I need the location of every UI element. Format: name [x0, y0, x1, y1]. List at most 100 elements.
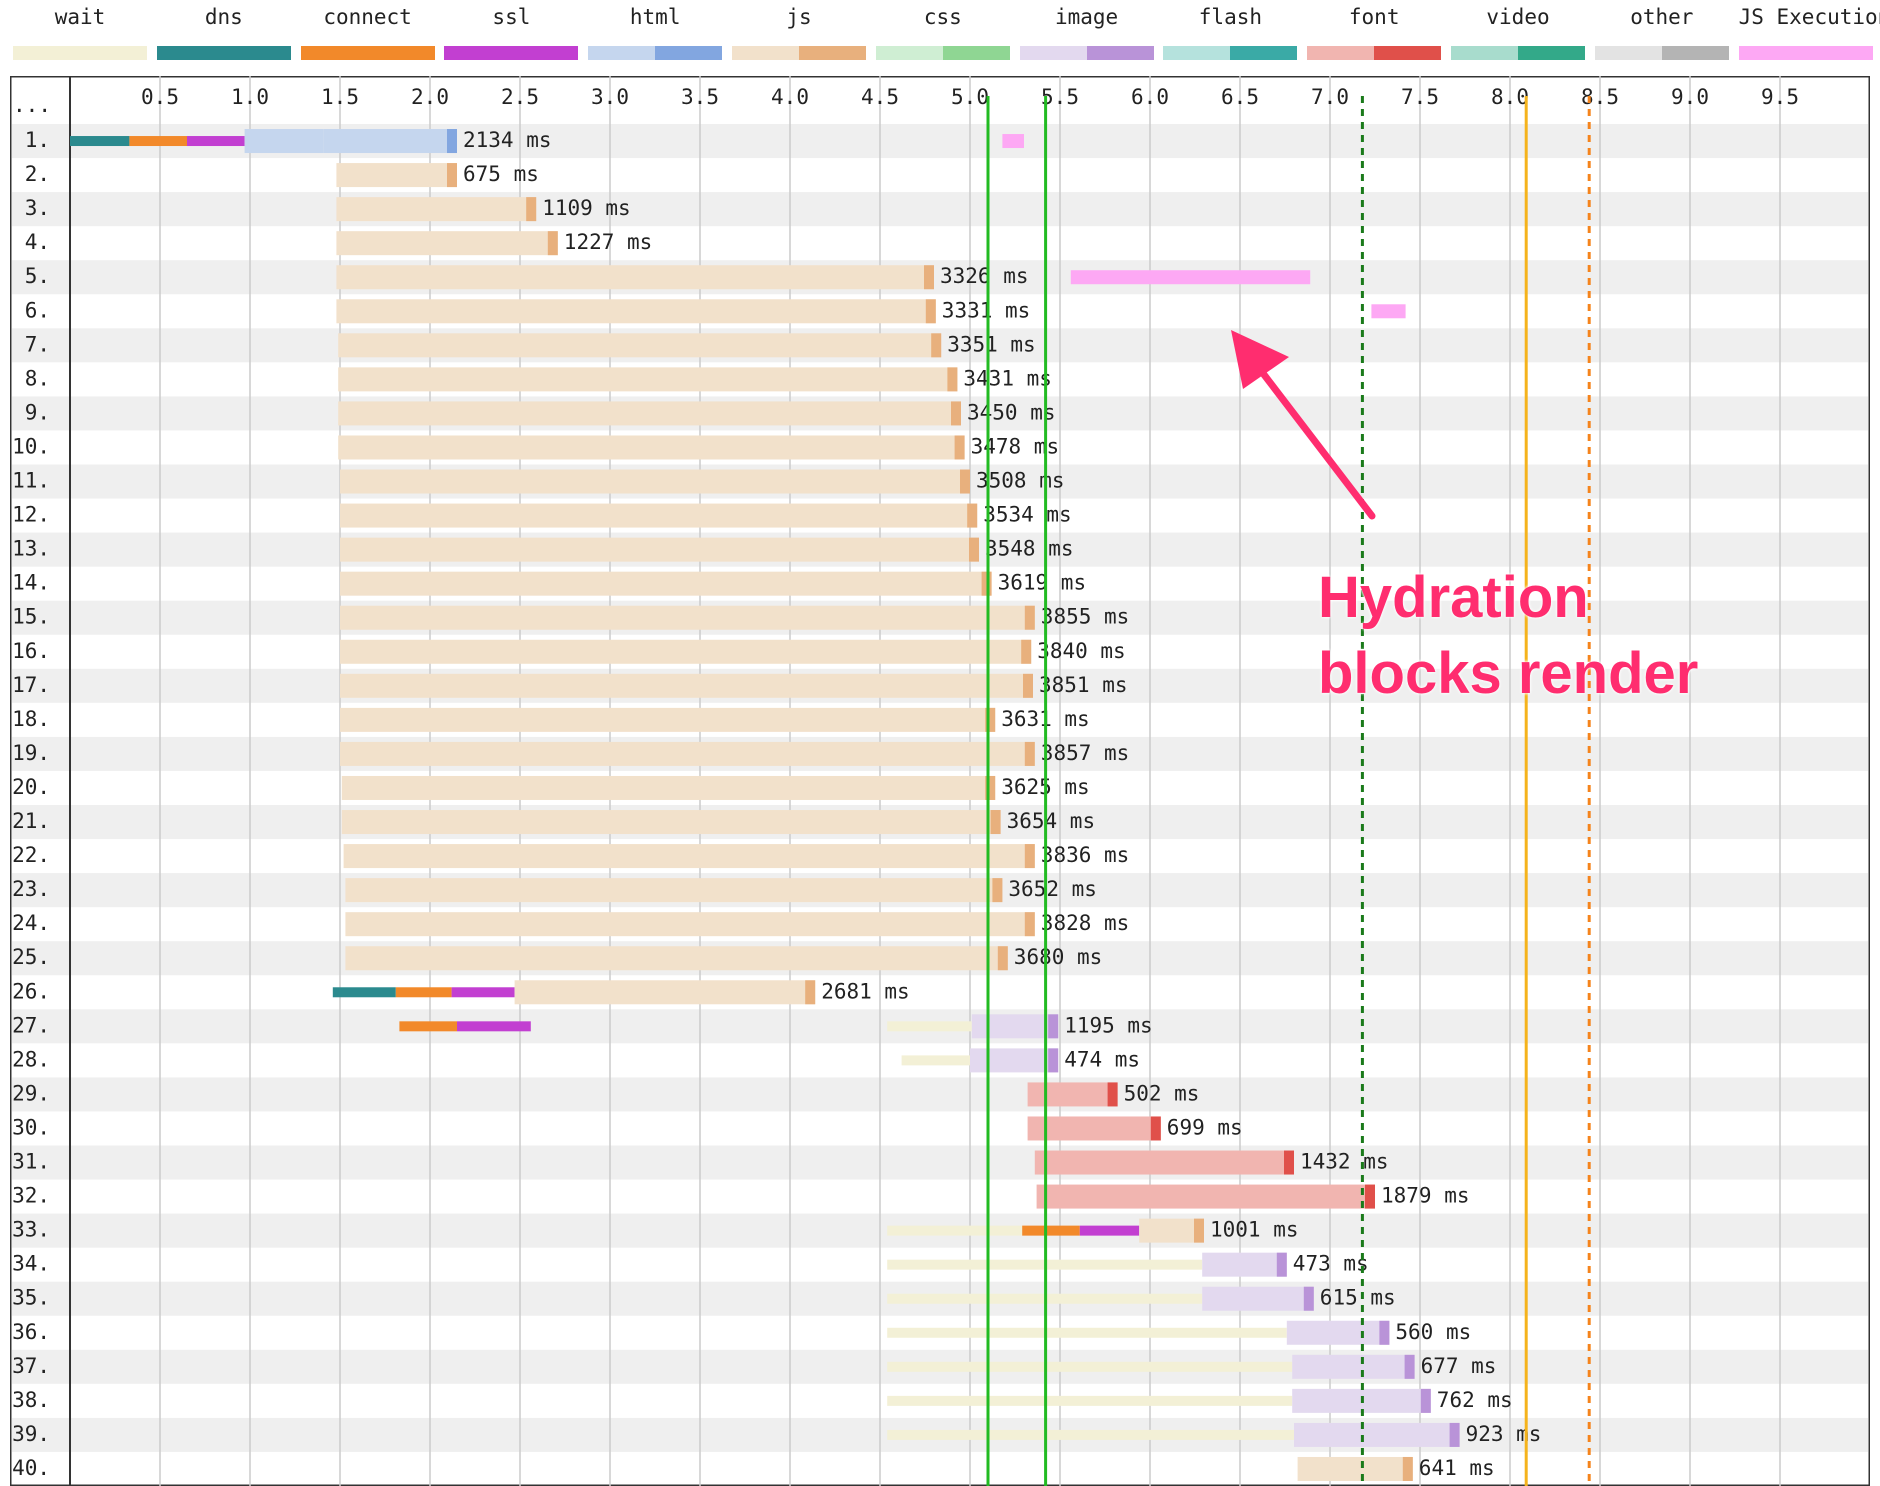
- js-execution-mark: [1070, 270, 1311, 285]
- legend-label: html: [629, 5, 681, 29]
- legend-swatch: [1019, 46, 1154, 60]
- duration-label: 762 ms: [1437, 1388, 1513, 1412]
- request-bar: [514, 980, 816, 1005]
- request-bar: [970, 1048, 1059, 1073]
- request-bar: [971, 1014, 1059, 1039]
- request-bar: [340, 741, 1035, 766]
- connect-segment: [395, 987, 452, 998]
- annotation-text: Hydration blocks render: [1318, 560, 1738, 712]
- ttfb-segment: [244, 129, 324, 154]
- legend-label: dns: [204, 5, 243, 29]
- duration-label: 3836 ms: [1041, 843, 1130, 867]
- download-segment: [547, 231, 558, 256]
- row-number: 2.: [25, 162, 50, 186]
- row-number: 19.: [12, 741, 50, 765]
- legend-label: connect: [323, 5, 412, 29]
- waterfall-chart: 0.5 1.0 1.5 2.0 2.5 3.0 3.5 4.0 4.5 5.0 5.5 6.0 6.5 7…: [10, 76, 1870, 1486]
- connect-segment: [1022, 1225, 1080, 1236]
- legend-label: JS Execution: [1738, 5, 1880, 29]
- request-bar: [338, 367, 958, 392]
- request-bar: [340, 605, 1035, 630]
- download-segment: [1303, 1286, 1314, 1311]
- legend-label: ssl: [492, 5, 531, 29]
- row-number: 35.: [12, 1286, 50, 1310]
- duration-label: 3534 ms: [983, 503, 1072, 527]
- duration-label: 2134 ms: [463, 128, 552, 152]
- duration-label: 3351 ms: [947, 332, 1036, 356]
- row-background: [12, 1145, 1868, 1180]
- duration-label: 3680 ms: [1014, 945, 1103, 969]
- download-segment: [1404, 1354, 1415, 1379]
- legend-swatch: [1594, 46, 1729, 60]
- x-tick-label: 9.0: [1671, 85, 1709, 109]
- row-number: 18.: [12, 707, 50, 731]
- duration-label: 3619 ms: [998, 571, 1087, 595]
- download-segment: [967, 503, 978, 528]
- wait-segment: [887, 1225, 1023, 1236]
- request-bar: [1036, 1184, 1375, 1209]
- download-segment: [1194, 1218, 1204, 1243]
- wait-segment: [887, 1021, 972, 1032]
- duration-label: 675 ms: [463, 162, 539, 186]
- annotation-line-2: blocks render: [1318, 641, 1699, 706]
- row-number: 15.: [12, 605, 50, 629]
- wait-segment: [887, 1361, 1293, 1372]
- legend-swatch: [732, 46, 866, 60]
- request-bar: [336, 299, 936, 324]
- legend-item-other: other: [1594, 2, 1729, 66]
- duration-label: 1227 ms: [564, 230, 653, 254]
- legend-item-css: css: [875, 2, 1010, 66]
- row-number: 34.: [12, 1252, 50, 1276]
- row-number: 11.: [12, 469, 50, 493]
- legend-item-html: html: [588, 2, 723, 66]
- request-bar: [340, 673, 1033, 698]
- row-background: [12, 192, 1868, 227]
- download-segment: [1379, 1320, 1390, 1345]
- legend-label: css: [923, 5, 962, 29]
- row-number: 7.: [25, 332, 50, 356]
- legend-swatch: [156, 46, 291, 60]
- legend-item-font: font: [1307, 2, 1442, 66]
- row-number: 13.: [12, 537, 50, 561]
- legend-label: font: [1348, 5, 1400, 29]
- legend-swatch: [444, 46, 579, 60]
- legend-swatch: [13, 46, 147, 60]
- row-number: 25.: [12, 945, 50, 969]
- duration-label: 560 ms: [1395, 1320, 1471, 1344]
- row-number: 9.: [25, 400, 50, 424]
- legend-label: image: [1054, 5, 1119, 29]
- duration-label: 502 ms: [1124, 1081, 1200, 1105]
- request-bar: [1292, 1354, 1415, 1379]
- duration-label: 1432 ms: [1300, 1150, 1389, 1174]
- row-number: 27.: [12, 1013, 50, 1037]
- duration-label: 699 ms: [1167, 1115, 1243, 1139]
- duration-label: 474 ms: [1064, 1047, 1140, 1071]
- row-number: 5.: [25, 264, 50, 288]
- duration-label: 641 ms: [1419, 1456, 1495, 1480]
- legend-swatch: [1451, 46, 1585, 60]
- download-segment: [1276, 1252, 1287, 1277]
- x-tick-label: 1.0: [231, 85, 269, 109]
- request-bar: [1027, 1082, 1118, 1107]
- request-bar: [343, 844, 1035, 869]
- legend-label: js: [786, 5, 812, 29]
- row-number: 22.: [12, 843, 50, 867]
- request-bar: [341, 775, 996, 800]
- download-segment: [1150, 1116, 1161, 1141]
- download-segment: [1365, 1184, 1375, 1209]
- request-bar: [340, 503, 978, 528]
- ssl-segment: [1079, 1225, 1140, 1236]
- legend-item-js-execution: JS Execution: [1738, 2, 1880, 66]
- row-number: 23.: [12, 877, 50, 901]
- x-tick-label: 3.0: [591, 85, 629, 109]
- request-bar: [1202, 1286, 1314, 1311]
- request-bar: [340, 639, 1032, 664]
- js-execution-mark: [1371, 304, 1406, 319]
- x-tick-label: 8.0: [1491, 85, 1529, 109]
- x-tick-label: 6.5: [1221, 85, 1259, 109]
- legend-item-image: image: [1019, 2, 1154, 66]
- row-number: 30.: [12, 1115, 50, 1139]
- ssl-segment: [451, 987, 515, 998]
- row-number: 1.: [25, 128, 50, 152]
- download-segment: [1402, 1456, 1413, 1481]
